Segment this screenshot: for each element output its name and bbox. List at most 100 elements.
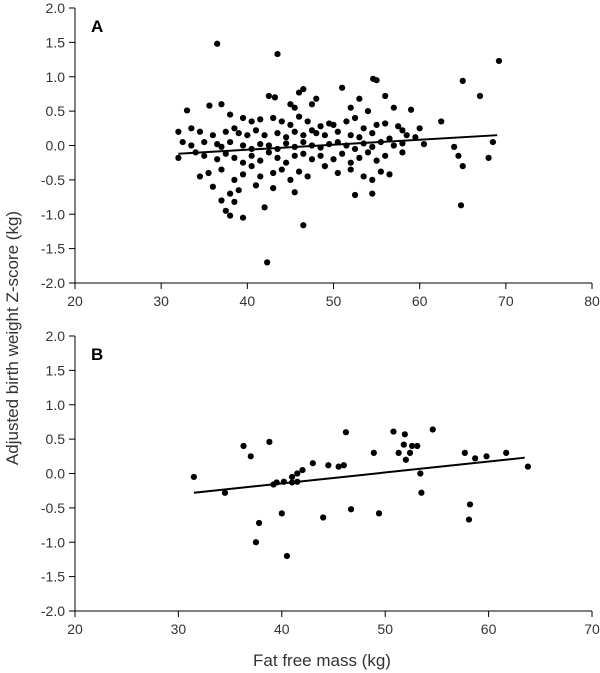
data-point bbox=[317, 144, 324, 151]
data-point bbox=[273, 479, 280, 486]
data-point bbox=[222, 150, 229, 157]
data-point bbox=[206, 102, 213, 109]
data-point bbox=[360, 125, 367, 132]
data-point bbox=[235, 187, 242, 194]
data-point bbox=[205, 169, 212, 177]
data-point bbox=[201, 138, 208, 146]
data-point bbox=[429, 426, 436, 433]
y-axis-title: Adjusted birth weight Z-score (kg) bbox=[3, 211, 22, 465]
data-point bbox=[252, 127, 260, 134]
data-point bbox=[399, 149, 406, 156]
data-point bbox=[257, 173, 264, 180]
data-point bbox=[295, 113, 303, 120]
data-point bbox=[289, 479, 296, 486]
data-point bbox=[356, 134, 363, 141]
x-tick-label: 80 bbox=[584, 293, 600, 309]
data-point bbox=[196, 128, 204, 135]
data-point bbox=[347, 506, 355, 513]
data-point bbox=[283, 159, 290, 166]
data-point bbox=[248, 145, 255, 153]
data-point bbox=[222, 207, 229, 214]
data-point bbox=[261, 132, 268, 139]
data-point bbox=[364, 108, 372, 115]
panel-b: 2.0 1.5 1.0 0.5 0.0 -0.5 -1.0 -1.5 -2.020 30 40 50 6… bbox=[41, 328, 600, 637]
data-point bbox=[466, 501, 474, 508]
data-point bbox=[342, 429, 350, 436]
x-tick-label: 60 bbox=[412, 293, 428, 309]
data-point bbox=[417, 470, 424, 477]
data-point bbox=[214, 40, 221, 47]
x-tick-label: 50 bbox=[377, 621, 393, 637]
data-point bbox=[227, 138, 234, 146]
data-point bbox=[239, 214, 247, 221]
data-point bbox=[416, 125, 423, 132]
x-tick-label: 70 bbox=[498, 293, 514, 309]
data-point bbox=[309, 460, 316, 467]
data-point bbox=[335, 463, 342, 470]
x-tick-label: 20 bbox=[67, 293, 83, 309]
y-tick-label: 0.5 bbox=[46, 103, 66, 119]
data-point bbox=[321, 132, 328, 139]
data-point bbox=[351, 145, 359, 153]
data-point bbox=[300, 138, 307, 146]
data-point bbox=[360, 140, 367, 147]
data-point bbox=[377, 138, 384, 146]
x-tick-label: 50 bbox=[326, 293, 342, 309]
data-point bbox=[382, 152, 389, 159]
y-tick-label: 0.0 bbox=[46, 138, 66, 154]
data-point bbox=[235, 130, 242, 137]
data-point bbox=[190, 473, 198, 481]
data-point bbox=[402, 456, 409, 463]
data-point bbox=[472, 455, 479, 462]
data-point bbox=[289, 473, 296, 481]
y-tick-label: -1.5 bbox=[41, 241, 65, 257]
data-point bbox=[218, 197, 225, 204]
data-point bbox=[459, 163, 466, 170]
data-point bbox=[334, 138, 341, 146]
data-point bbox=[218, 143, 225, 150]
data-point bbox=[304, 118, 311, 125]
data-point bbox=[274, 50, 281, 58]
data-point bbox=[451, 143, 458, 150]
y-tick-label: -1.0 bbox=[41, 206, 65, 222]
data-point bbox=[239, 159, 247, 166]
data-point bbox=[248, 118, 255, 125]
data-point bbox=[291, 152, 298, 159]
data-point bbox=[465, 516, 473, 523]
y-tick-label: -0.5 bbox=[41, 172, 65, 188]
data-point bbox=[403, 132, 410, 139]
data-point bbox=[412, 134, 419, 141]
y-tick-label: 1.0 bbox=[46, 69, 66, 85]
data-point bbox=[386, 171, 393, 178]
y-tick-label: 1.0 bbox=[46, 397, 66, 413]
data-point bbox=[313, 95, 320, 102]
data-point bbox=[347, 132, 354, 139]
data-point bbox=[414, 442, 421, 450]
data-point bbox=[300, 132, 307, 139]
data-point bbox=[334, 128, 341, 135]
data-point bbox=[399, 140, 406, 147]
data-point bbox=[330, 156, 337, 163]
data-point bbox=[294, 478, 301, 485]
data-point bbox=[390, 428, 397, 435]
data-point bbox=[495, 57, 503, 65]
data-point bbox=[257, 141, 264, 148]
data-point bbox=[339, 150, 346, 157]
y-tick-label: 2.0 bbox=[46, 0, 66, 16]
data-point bbox=[287, 101, 294, 108]
y-tick-label: 2.0 bbox=[46, 328, 66, 344]
data-point bbox=[401, 431, 408, 438]
data-point bbox=[339, 84, 346, 91]
data-point bbox=[299, 466, 306, 474]
data-point bbox=[382, 92, 389, 100]
data-point bbox=[340, 462, 347, 469]
data-point bbox=[227, 111, 234, 118]
data-point bbox=[300, 222, 307, 229]
data-point bbox=[313, 130, 320, 137]
data-point bbox=[369, 176, 376, 183]
data-point bbox=[291, 104, 298, 111]
y-tick-label: -2.0 bbox=[41, 275, 65, 291]
data-point bbox=[239, 142, 247, 149]
data-point bbox=[188, 142, 195, 149]
